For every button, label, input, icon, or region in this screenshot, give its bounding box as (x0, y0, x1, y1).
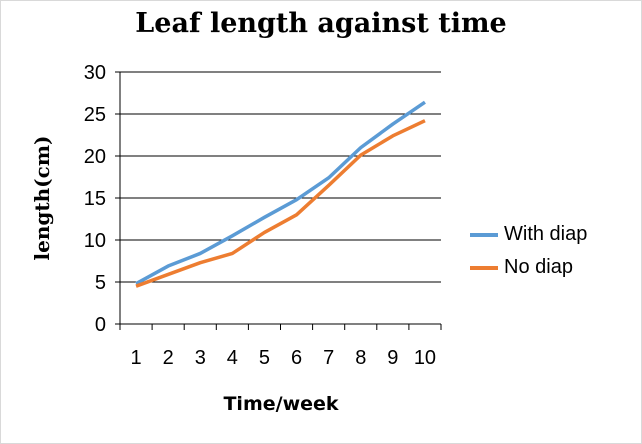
y-tick-label: 10 (84, 230, 106, 252)
series-line-1 (135, 100, 426, 286)
legend-label: No diap (504, 256, 573, 278)
x-tick-label: 4 (227, 347, 238, 369)
series-line-2 (135, 119, 426, 288)
x-tick-label: 7 (323, 347, 334, 369)
y-tick-label: 0 (95, 314, 106, 336)
x-tick-label: 1 (130, 347, 141, 369)
x-tick-label: 6 (291, 347, 302, 369)
y-tick-label: 25 (84, 104, 106, 126)
y-tick-label: 30 (84, 62, 106, 84)
x-tick-label: 5 (259, 347, 270, 369)
chart-title: Leaf length against time (135, 8, 507, 39)
legend-swatch (470, 232, 498, 237)
legend-item: No diap (470, 251, 587, 284)
y-tick-label: 20 (84, 146, 106, 168)
legend: With diap No diap (470, 218, 587, 284)
x-tick-label: 3 (195, 347, 206, 369)
y-tick-label: 5 (95, 272, 106, 294)
x-tick-label: 10 (414, 347, 436, 369)
legend-swatch (470, 265, 498, 270)
x-tick-label: 2 (163, 347, 174, 369)
x-axis-label: Time/week (223, 393, 339, 415)
y-tick-label: 15 (84, 188, 106, 210)
legend-item: With diap (470, 218, 587, 251)
x-tick-label: 9 (387, 347, 398, 369)
legend-label: With diap (504, 223, 588, 245)
x-tick-label: 8 (355, 347, 366, 369)
